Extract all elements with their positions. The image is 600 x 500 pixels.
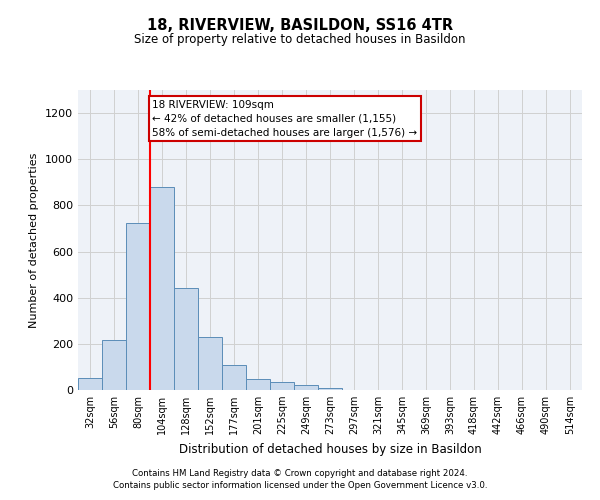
- Bar: [246, 379, 270, 390]
- Text: 18, RIVERVIEW, BASILDON, SS16 4TR: 18, RIVERVIEW, BASILDON, SS16 4TR: [147, 18, 453, 32]
- Bar: [174, 288, 198, 390]
- Text: Size of property relative to detached houses in Basildon: Size of property relative to detached ho…: [134, 32, 466, 46]
- Bar: [222, 365, 246, 390]
- Bar: [318, 388, 342, 390]
- Bar: [78, 378, 102, 390]
- Bar: [102, 340, 126, 390]
- Bar: [198, 337, 222, 390]
- Y-axis label: Number of detached properties: Number of detached properties: [29, 152, 40, 328]
- Text: 18 RIVERVIEW: 109sqm
← 42% of detached houses are smaller (1,155)
58% of semi-de: 18 RIVERVIEW: 109sqm ← 42% of detached h…: [152, 100, 418, 138]
- X-axis label: Distribution of detached houses by size in Basildon: Distribution of detached houses by size …: [179, 442, 481, 456]
- Bar: [294, 385, 318, 390]
- Text: Contains public sector information licensed under the Open Government Licence v3: Contains public sector information licen…: [113, 481, 487, 490]
- Bar: [126, 222, 150, 390]
- Bar: [270, 382, 294, 390]
- Bar: [150, 187, 174, 390]
- Text: Contains HM Land Registry data © Crown copyright and database right 2024.: Contains HM Land Registry data © Crown c…: [132, 468, 468, 477]
